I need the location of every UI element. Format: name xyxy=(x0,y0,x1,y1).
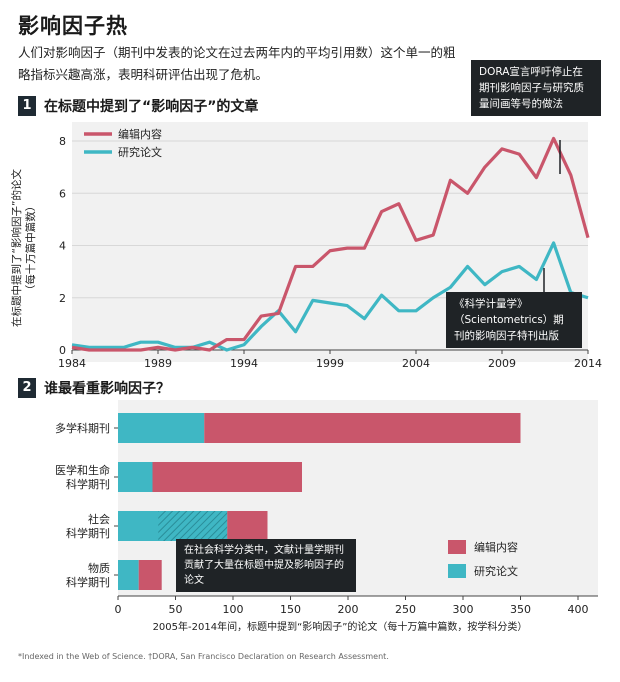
line-chart: 1984 1989 1994 1999 2004 2009 2014 0 2 4 6 8 编辑内容研… xyxy=(10,122,602,370)
page-subtitle: 人们对影响因子（期刊中发表的论文在过去两年内的平均引用数）这个单一的粗略指标兴趣… xyxy=(18,45,456,82)
bar-chart-x-tick: 350 xyxy=(510,603,531,616)
line-chart-y-label-unit: （每十万篇中篇数） xyxy=(24,201,37,296)
bar-category-label: 多学科期刊 xyxy=(55,421,110,435)
bar-legend-swatch xyxy=(448,564,466,578)
bar-chart-x-tick: 200 xyxy=(338,603,359,616)
bar-chart-x-tick: 400 xyxy=(568,603,589,616)
line-chart-x-tick: 1999 xyxy=(316,357,344,370)
line-chart-y-tick: 0 xyxy=(59,344,66,357)
line-chart-x-ticks: 1984 1989 1994 1999 2004 2009 2014 xyxy=(58,350,602,370)
bar-segment xyxy=(118,462,153,492)
bar-segment xyxy=(118,560,139,590)
bar-category-label: 科学期刊 xyxy=(66,526,110,540)
scientometrics-annotation: 《科学计量学》（Scientometrics）期刊的影响因子特刊出版 xyxy=(446,292,582,348)
bar-segment xyxy=(227,511,268,541)
bar-chart-x-tick: 50 xyxy=(169,603,183,616)
bar-chart-bars xyxy=(118,413,521,590)
dora-annotation: DORA宣言呼吁停止在期刊影响因子与研究质量间画等号的做法 xyxy=(471,60,601,116)
bar-chart-x-label: 2005年-2014年间，标题中提到“影响因子”的论文（每十万篇中篇数，按学科分… xyxy=(153,620,528,633)
line-chart-x-tick: 2004 xyxy=(402,357,430,370)
bar-chart-x-tick: 100 xyxy=(223,603,244,616)
section2-heading: 谁最看重影响因子？ xyxy=(44,381,170,397)
section1-header: 1 在标题中提到了“影响因子”的文章 xyxy=(18,96,258,116)
line-chart-y-label: 在标题中提到了“影响因子”的论文 xyxy=(10,169,23,327)
section1-number: 1 xyxy=(18,96,36,116)
line-chart-x-tick: 1989 xyxy=(144,357,172,370)
bar-chart-x-tick: 0 xyxy=(115,603,122,616)
line-chart-y-tick: 4 xyxy=(59,240,66,253)
line-chart-x-tick: 1984 xyxy=(58,357,86,370)
bar-segment xyxy=(152,462,302,492)
social-science-annotation: 在社会科学分类中，文献计量学期刊贡献了大量在标题中提及影响因子的论文 xyxy=(176,539,356,592)
section2-number: 2 xyxy=(18,378,36,398)
bar-category-label: 科学期刊 xyxy=(66,477,110,491)
bar-segment xyxy=(204,413,521,443)
bar-category-label: 医学和生命 xyxy=(55,463,110,477)
line-chart-series xyxy=(71,136,590,352)
bar-category-label: 科学期刊 xyxy=(66,575,110,589)
line-chart-x-tick: 2014 xyxy=(574,357,602,370)
page-title: 影响因子热 xyxy=(18,14,128,38)
bar-segment xyxy=(138,560,162,590)
bar-legend-label: 研究论文 xyxy=(474,564,518,578)
section2-header: 2 谁最看重影响因子？ xyxy=(18,378,170,398)
line-legend-label: 编辑内容 xyxy=(118,127,162,141)
line-chart-y-tick: 2 xyxy=(59,292,66,305)
bar-chart-x-tick: 150 xyxy=(280,603,301,616)
bar-category-label: 物质 xyxy=(88,561,110,575)
line-chart-y-tick: 8 xyxy=(59,135,66,148)
bar-segment xyxy=(118,413,205,443)
section1-heading: 在标题中提到了“影响因子”的文章 xyxy=(44,99,259,115)
line-series-editorial xyxy=(71,136,590,352)
bar-chart-x-tick: 250 xyxy=(395,603,416,616)
line-chart-x-tick: 1994 xyxy=(230,357,258,370)
line-series-research xyxy=(71,241,589,352)
footnote: *Indexed in the Web of Science. †DORA, S… xyxy=(18,652,389,661)
bar-segment-hatched xyxy=(158,511,228,541)
bar-chart-x-ticks: 0 50 100 150 200 250 300 350 400 xyxy=(115,595,598,616)
line-legend-label: 研究论文 xyxy=(118,145,162,159)
bar-chart: 0 50 100 150 200 250 300 350 400 多学科期刊医学和生命科学期刊社… xyxy=(55,400,598,633)
bar-chart-x-tick: 300 xyxy=(453,603,474,616)
bar-legend-label: 编辑内容 xyxy=(474,540,518,554)
line-chart-y-tick: 6 xyxy=(59,187,66,200)
bar-category-label: 社会 xyxy=(88,512,110,526)
line-chart-x-tick: 2009 xyxy=(488,357,516,370)
bar-legend-swatch xyxy=(448,540,466,554)
line-chart-y-ticks: 0 2 4 6 8 xyxy=(59,135,66,357)
